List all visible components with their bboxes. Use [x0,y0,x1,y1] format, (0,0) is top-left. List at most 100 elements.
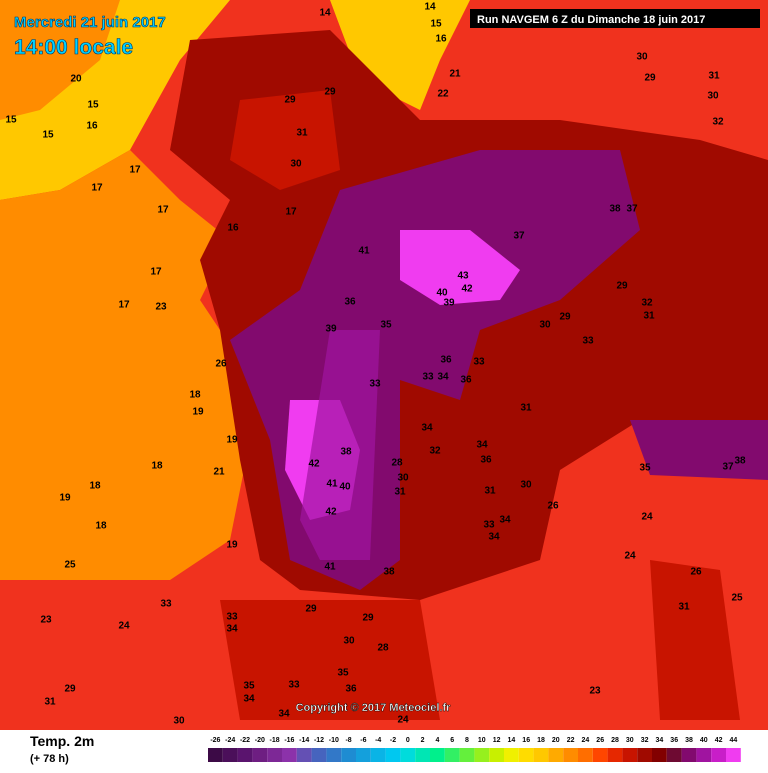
temperature-label: 21 [449,69,461,80]
temperature-label: 36 [460,375,472,386]
temperature-label: 34 [278,709,290,720]
temperature-label: 15 [5,115,17,126]
temperature-label: 33 [473,357,485,368]
sea-zone [0,150,250,580]
legend-label: -8 [345,737,351,744]
legend-swatch [385,748,401,762]
legend-label: 18 [537,737,545,744]
legend-label: -10 [329,737,339,744]
legend-label: 40 [700,737,708,744]
legend-swatch [400,748,416,762]
temperature-label: 30 [707,91,719,102]
temperature-label: 34 [488,532,500,543]
temperature-label: 42 [461,284,473,295]
temperature-label: 34 [476,440,488,451]
temperature-label: 42 [325,507,337,518]
temperature-label: 33 [369,379,381,390]
temperature-label: 33 [288,680,300,691]
legend-label: -4 [375,737,381,744]
legend-label: -2 [390,737,396,744]
legend-swatch [548,748,564,762]
temperature-label: 28 [391,458,403,469]
legend-label: -26 [210,737,220,744]
legend-swatch [326,748,342,762]
legend-swatch [578,748,593,762]
temperature-label: 37 [626,204,638,215]
temperature-label: 16 [86,121,98,132]
temperature-label: 18 [95,521,107,532]
temperature-label: 28 [377,643,389,654]
temperature-label: 39 [443,298,455,309]
temperature-label: 41 [326,479,338,490]
legend-label: -14 [299,737,309,744]
temperature-label: 24 [397,715,409,726]
legend-swatch [341,748,356,762]
temperature-label: 17 [157,205,169,216]
temperature-label: 17 [129,165,141,176]
temperature-label: 23 [589,686,601,697]
temperature-label: 34 [226,624,238,635]
hot-zone [220,600,440,720]
legend-label: 22 [567,737,575,744]
legend-swatch [518,748,534,762]
temperature-label: 33 [226,612,238,623]
legend-swatch [296,748,312,762]
legend-swatch [474,748,490,762]
legend-swatch [592,748,608,762]
legend-swatch [681,748,697,762]
temperature-label: 17 [91,183,103,194]
legend-swatch [459,748,475,762]
temperature-label: 43 [457,271,469,282]
temperature-label: 41 [358,246,370,257]
temperature-label: 36 [344,297,356,308]
legend-label: 24 [582,737,590,744]
temperature-label: 29 [616,281,628,292]
temperature-label: 21 [213,467,225,478]
temperature-label: 38 [340,447,352,458]
temperature-label: 17 [150,267,162,278]
temperature-label: 30 [343,636,355,647]
variable: Temp. 2m [30,733,94,749]
very-hot-zone [300,330,380,560]
temperature-label: 18 [189,390,201,401]
run-title: Run NAVGEM 6 Z du Dimanche 18 juin 2017 [477,14,705,26]
temperature-label: 24 [118,621,130,632]
temperature-label: 38 [609,204,621,215]
legend-label: 20 [552,737,560,744]
temperature-label: 15 [430,19,442,30]
sea-zone [0,0,120,120]
legend-swatch [222,748,238,762]
temperature-label: 29 [64,684,76,695]
temperature-label: 34 [243,694,255,705]
temperature-label: 14 [424,2,436,13]
temperature-label: 22 [437,89,449,100]
legend-swatch [356,748,371,762]
hot-zone [650,560,740,720]
legend-label: 38 [685,737,693,744]
legend-swatch [504,748,519,762]
legend-swatch [696,748,712,762]
lead-time: (+ 78 h) [30,753,69,765]
temperature-label: 40 [339,482,351,493]
legend-swatch [489,748,504,762]
legend-swatch [652,748,667,762]
temperature-label: 17 [118,300,130,311]
temperature-label: 24 [641,512,653,523]
temperature-label: 29 [644,73,656,84]
temperature-label: 29 [362,613,374,624]
legend-label: -16 [284,737,294,744]
legend-swatch [415,748,430,762]
temperature-label: 23 [155,302,167,313]
temperature-label: 25 [731,593,743,604]
legend-label: 6 [450,737,454,744]
temperature-label: 31 [708,71,720,82]
legend-swatch [208,748,223,762]
legend-swatch [533,748,549,762]
legend-label: 28 [611,737,619,744]
temperature-label: 32 [712,117,724,128]
legend-label: 16 [522,737,530,744]
legend-swatch [430,748,445,762]
very-hot-zone [630,420,768,480]
temperature-label: 36 [440,355,452,366]
temperature-label: 35 [380,320,392,331]
